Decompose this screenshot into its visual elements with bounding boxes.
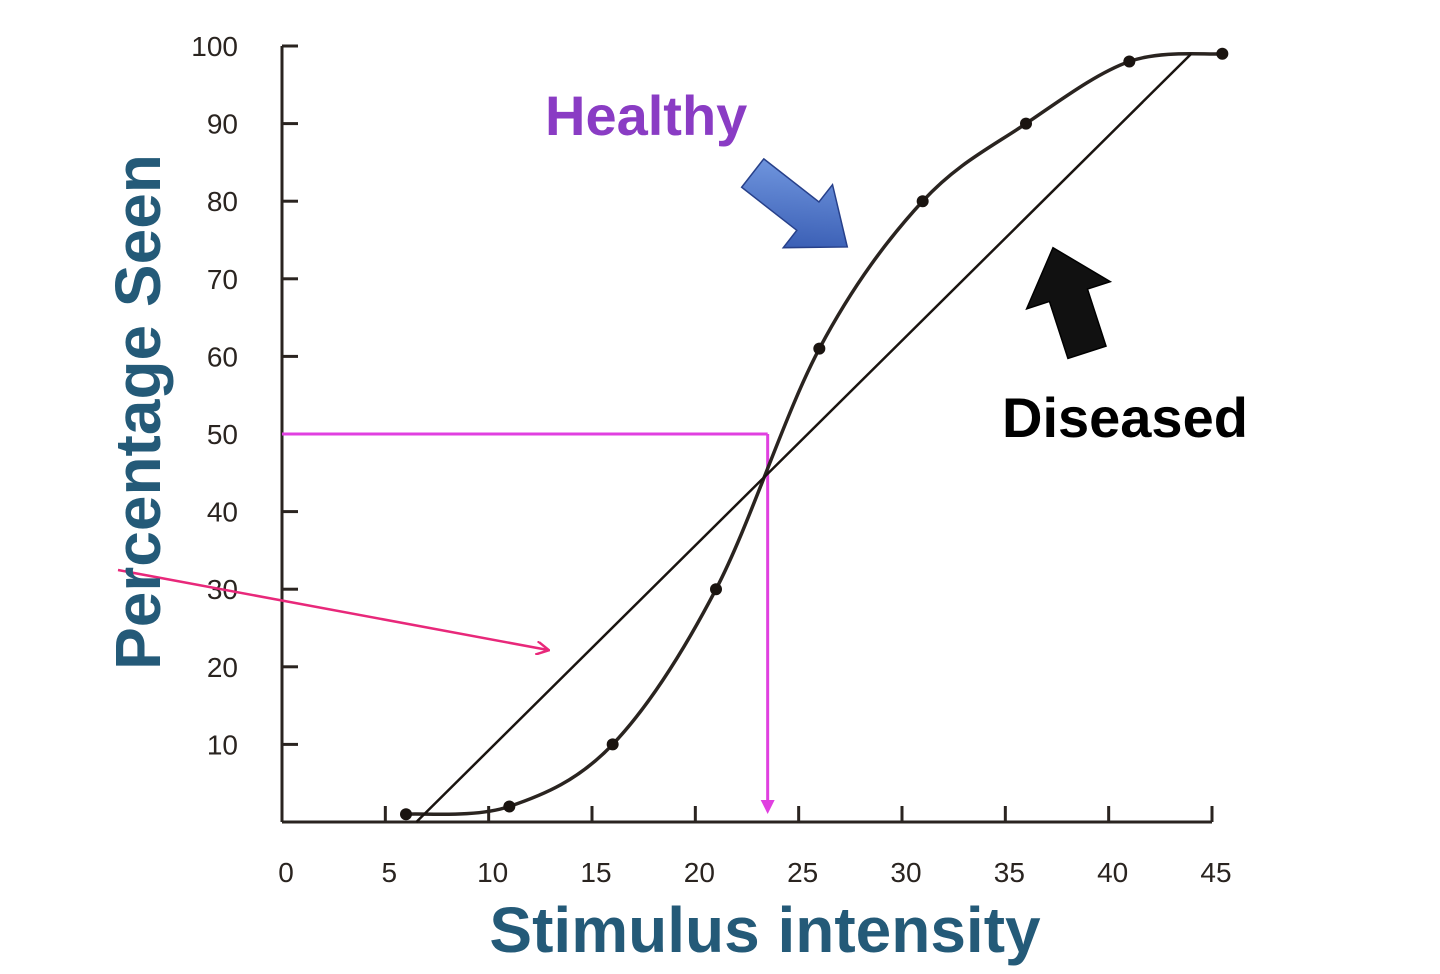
x-tick-label: 0 [278,857,294,888]
healthy-point [503,800,516,813]
healthy-point [916,195,929,208]
x-tick-label: 35 [994,857,1025,888]
y-tick-label: 60 [207,341,238,372]
y-tick-label: 50 [207,419,238,450]
healthy-arrow-icon [740,157,849,249]
healthy-point [1123,55,1136,68]
diseased-arrow-icon [1025,246,1113,360]
threshold-arrowhead [760,800,775,814]
y-tick-label: 100 [191,31,238,62]
x-tick-label: 10 [477,857,508,888]
diseased-line [415,52,1193,823]
x-ticks: 0 5 10 15 20 25 30 35 40 45 [278,806,1232,888]
y-tick-label: 40 [207,497,238,528]
x-tick-label: 20 [684,857,715,888]
y-axis-title: Percentage Seen [102,154,174,670]
healthy-point [710,583,722,596]
x-tick-label: 15 [580,857,611,888]
y-tick-label: 80 [207,186,238,217]
threshold-lines [282,432,775,814]
healthy-label: Healthy [545,84,747,147]
series-layer [400,47,1229,823]
pointer-arrow [117,568,548,650]
y-tick-label: 90 [207,109,238,140]
x-tick-label: 25 [787,857,818,888]
healthy-curve [405,51,1223,817]
x-tick-label: 45 [1200,857,1231,888]
y-tick-label: 10 [207,729,238,760]
diseased-label: Diseased [1002,386,1248,449]
healthy-point [1216,47,1229,60]
x-tick-label: 40 [1097,857,1128,888]
y-tick-label: 70 [207,264,238,295]
healthy-point [813,342,826,355]
x-axis-title: Stimulus intensity [489,894,1041,966]
x-tick-label: 5 [382,857,398,888]
x-tick-label: 30 [890,857,921,888]
healthy-point [606,738,619,751]
y-tick-label: 20 [207,652,238,683]
healthy-point [400,808,412,821]
healthy-point [1020,117,1032,130]
